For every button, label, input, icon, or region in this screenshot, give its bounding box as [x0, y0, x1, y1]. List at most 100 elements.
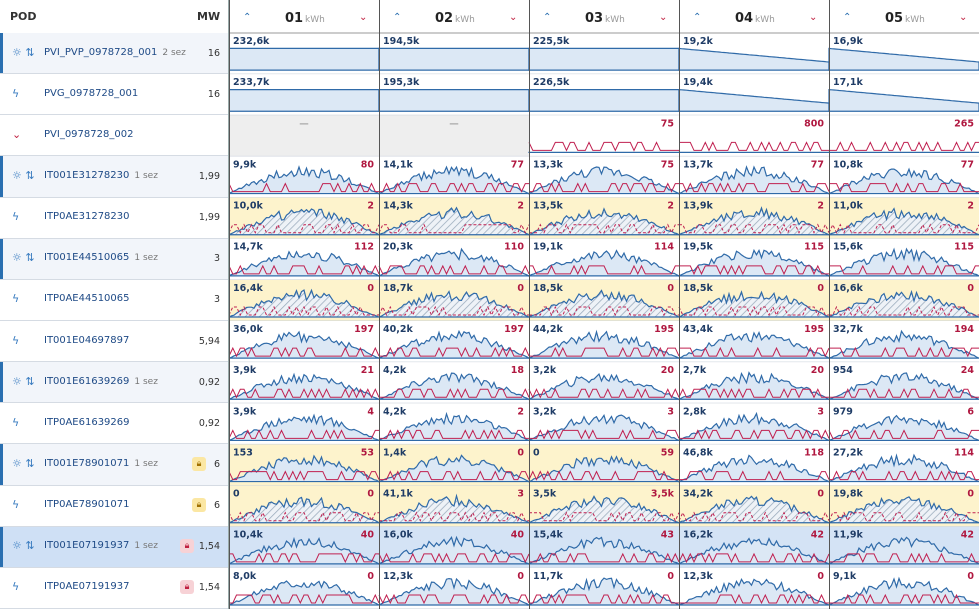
peak-label: 0	[533, 447, 540, 458]
peak-label: 18,5k	[683, 283, 713, 294]
header-bg	[229, 0, 979, 33]
sparkline-red	[679, 593, 829, 605]
peak-label: 44,2k	[533, 324, 563, 335]
row-accent	[0, 33, 3, 74]
day-label: 04	[735, 11, 753, 26]
peak-label: 14,7k	[233, 242, 263, 253]
peak-label: 27,2k	[833, 447, 863, 458]
sparkline-area	[528, 89, 680, 112]
pod-row: ϟ PVG_0978728_001 16	[0, 74, 228, 116]
sparkline-area	[678, 454, 830, 483]
pod-row: ☼ ⇅ IT001E78901071 1 sez 🔒︎ 6	[0, 444, 228, 486]
sparkline-area	[378, 372, 530, 401]
sparkline-area	[678, 290, 830, 318]
peak-label: 1,4k	[383, 447, 407, 458]
empty-label: —	[299, 118, 309, 129]
sparkline-red	[828, 511, 979, 522]
row-icon: ⌄	[12, 127, 22, 141]
peak-label: 2,8k	[683, 406, 707, 417]
sparkline-area	[828, 289, 979, 318]
sparkline-area	[229, 580, 382, 606]
sparkline-red	[378, 593, 530, 605]
max-label: 42	[961, 530, 974, 541]
day-label: 02	[435, 11, 453, 26]
sparkline-area	[378, 206, 530, 236]
peak-label: 10,0k	[233, 201, 263, 212]
cell-bg	[829, 115, 979, 157]
max-label: 3,5k	[651, 489, 675, 500]
pod-name: IT001E04697897	[44, 335, 129, 346]
sparkline-area	[526, 577, 680, 606]
sparkline-red	[378, 264, 530, 276]
sparkline-area	[378, 577, 532, 606]
sparkline-area	[378, 535, 530, 565]
sparkline-red	[678, 511, 830, 522]
pod-row: ⌄ PVI_0978728_002	[0, 115, 228, 157]
peak-label: 979	[833, 406, 853, 417]
sparkline-red	[529, 346, 680, 358]
lock-icon: 🔒︎	[192, 498, 206, 513]
pod-row: ☼ ⇅ IT001E61639269 1 sez 0,92	[0, 362, 228, 404]
max-label: 3	[667, 406, 674, 417]
sparkline-red	[229, 305, 379, 317]
sparkline-area	[678, 47, 830, 71]
sparkline-area	[528, 414, 680, 442]
max-label: 265	[954, 118, 974, 129]
peak-label: 13,9k	[683, 201, 713, 212]
sparkline-area	[528, 455, 680, 483]
peak-label: 12,3k	[683, 571, 713, 582]
sparkline-red	[378, 223, 530, 234]
peak-label: 32,7k	[833, 324, 863, 335]
max-label: 800	[804, 118, 824, 129]
peak-label: 232,6k	[233, 36, 270, 47]
sparkline-red	[829, 264, 979, 276]
pod-header: POD	[10, 10, 37, 23]
sparkline-area	[378, 411, 530, 442]
peak-label: 16,6k	[833, 283, 863, 294]
sparkline-red	[679, 470, 830, 481]
expand-icon: ⌃	[243, 12, 251, 23]
max-label: 2	[967, 201, 974, 212]
mw-value: 3	[213, 253, 220, 265]
sparkline-area	[378, 165, 530, 195]
sparkline-red	[829, 552, 979, 564]
sparkline-area	[528, 249, 680, 277]
sparkline-area	[678, 331, 830, 359]
pod-code: PVI_0978728_002	[44, 128, 134, 140]
pod-code: ITP0AE44510065	[44, 293, 130, 305]
expand-icon: ⌃	[693, 12, 701, 23]
max-label: 114	[954, 447, 974, 458]
mw-value: 5,94	[198, 335, 220, 347]
sparkline-red	[229, 593, 380, 605]
peak-label: 194,5k	[383, 36, 420, 47]
day-unit: kWh	[605, 15, 625, 25]
pod-code: IT001E31278230	[44, 169, 130, 181]
mw-value: 16	[207, 47, 220, 59]
mw-header: MW	[197, 10, 221, 23]
max-label: 40	[361, 530, 375, 541]
pod-name: IT001E61639269 1 sez	[44, 376, 158, 387]
peak-label: 3,9k	[233, 406, 257, 417]
max-label: 53	[361, 447, 374, 458]
max-label: 3	[817, 406, 824, 417]
max-label: 0	[817, 571, 824, 582]
pod-name: ITP0AE61639269	[44, 417, 130, 428]
sez-count: 1 sez	[134, 253, 158, 264]
sparkline-red	[678, 552, 830, 564]
sparkline-area	[229, 89, 380, 112]
sez-count: 1 sez	[134, 458, 158, 469]
sparkline-area	[828, 414, 979, 442]
max-label: 59	[661, 447, 674, 458]
max-label: 197	[504, 324, 524, 335]
pod-row: ☼ ⇅ IT001E31278230 1 sez 1,99	[0, 156, 228, 198]
peak-label: 3,5k	[533, 489, 557, 500]
max-label: 0	[517, 571, 524, 582]
sparkline-red	[829, 470, 979, 481]
sparkline-red	[229, 182, 379, 193]
max-label: 80	[361, 159, 375, 170]
max-label: 43	[661, 530, 674, 541]
sparkline-red	[679, 223, 830, 234]
sparkline-red	[529, 305, 679, 317]
max-label: 195	[654, 324, 674, 335]
mw-value: 1,99	[198, 212, 220, 224]
